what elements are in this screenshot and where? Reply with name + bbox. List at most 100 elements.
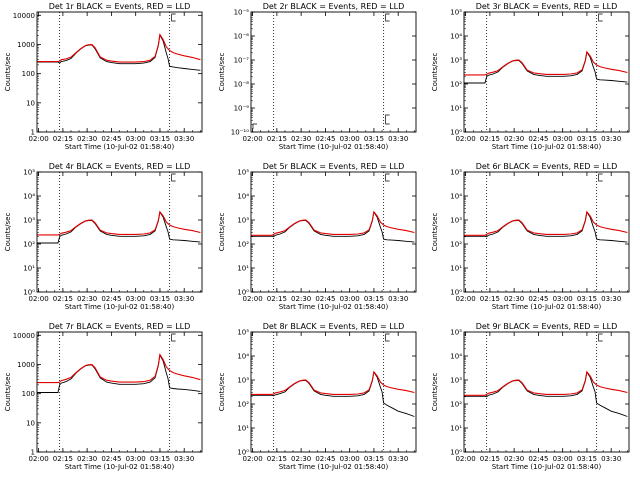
bracket-marker <box>171 333 176 342</box>
plot-frame <box>463 171 630 293</box>
x-axis-label: Start Time (10-Jul-02 01:58:40) <box>65 303 175 311</box>
y-tick-label: 10⁴ <box>450 353 462 361</box>
y-tick-label: 10⁰ <box>450 449 462 457</box>
y-tick-label: 10⁰ <box>237 289 249 297</box>
chart-title: Det 9r BLACK = Events, RED = LLD <box>476 322 618 331</box>
y-tick-label: 10⁻¹⁰ <box>231 129 249 137</box>
x-tick-label: 03:15 <box>364 455 384 463</box>
x-tick-label: 03:30 <box>388 135 408 143</box>
events-series-line <box>37 211 201 244</box>
chart-panel: Det 6r BLACK = Events, RED = LLD 02:00 02:… <box>431 162 630 311</box>
x-tick-label: 03:00 <box>126 135 146 143</box>
x-axis-label: Start Time (10-Jul-02 01:58:40) <box>492 303 602 311</box>
y-tick-label: 10¹ <box>450 105 462 113</box>
chart-title: Det 1r BLACK = Events, RED = LLD <box>49 2 191 11</box>
events-series-line <box>37 33 201 71</box>
x-tick-label: 02:45 <box>315 295 335 303</box>
bracket-marker <box>598 333 603 342</box>
x-tick-label: 02:15 <box>267 455 287 463</box>
lld-series-line <box>464 210 628 236</box>
y-tick-label: 10 <box>26 99 35 107</box>
x-tick-label: 03:30 <box>174 295 194 303</box>
x-tick-label: 03:30 <box>174 455 194 463</box>
y-tick-label: 10⁻⁵ <box>234 9 250 17</box>
chart-panel: Det 1r BLACK = Events, RED = LLD 02:00 02:… <box>4 2 203 151</box>
y-tick-label: 10⁴ <box>23 193 35 201</box>
x-tick-label: 03:30 <box>601 455 621 463</box>
y-tick-label: 10³ <box>237 217 249 225</box>
x-tick-label: 03:15 <box>150 455 170 463</box>
x-tick-label: 02:30 <box>291 455 311 463</box>
x-tick-label: 03:00 <box>553 455 573 463</box>
x-tick-label: 03:15 <box>577 135 597 143</box>
y-tick-label: 1 <box>31 129 35 137</box>
y-tick-label: 10² <box>450 241 462 249</box>
x-tick-label: 02:15 <box>480 135 500 143</box>
x-tick-label: 02:45 <box>528 455 548 463</box>
x-tick-label: 02:45 <box>101 295 121 303</box>
y-tick-label: 10⁵ <box>23 169 35 177</box>
y-axis-label: Counts/sec <box>431 53 439 92</box>
x-axis-label: Start Time (10-Jul-02 01:58:40) <box>65 143 175 151</box>
x-tick-label: 02:30 <box>77 295 97 303</box>
x-tick-label: 02:30 <box>504 455 524 463</box>
x-tick-label: 03:15 <box>577 455 597 463</box>
x-tick-label: 03:15 <box>364 135 384 143</box>
x-tick-label: 02:45 <box>315 455 335 463</box>
y-tick-label: 10⁵ <box>450 9 462 17</box>
x-tick-label: 02:00 <box>243 455 263 463</box>
lld-series-line <box>464 50 628 76</box>
bracket-marker <box>385 13 390 22</box>
y-tick-label: 10² <box>237 241 249 249</box>
x-tick-label: 02:30 <box>291 135 311 143</box>
bracket-marker <box>385 333 390 342</box>
x-tick-label: 02:30 <box>504 135 524 143</box>
y-tick-label: 100 <box>22 390 35 398</box>
y-tick-label: 100 <box>22 70 35 78</box>
x-tick-label: 03:00 <box>126 455 146 463</box>
y-tick-label: 10² <box>23 241 35 249</box>
y-tick-label: 10⁻⁹ <box>234 105 250 113</box>
events-series-line <box>251 371 415 417</box>
chart-title: Det 2r BLACK = Events, RED = LLD <box>263 2 405 11</box>
plot-frame <box>250 171 417 293</box>
y-tick-label: 10² <box>450 401 462 409</box>
y-tick-label: 10⁵ <box>237 329 249 337</box>
lld-series-line <box>251 370 415 395</box>
bracket-marker <box>171 173 176 182</box>
x-axis-label: Start Time (10-Jul-02 01:58:40) <box>492 463 602 471</box>
chart-title: Det 8r BLACK = Events, RED = LLD <box>263 322 405 331</box>
x-tick-label: 03:30 <box>388 455 408 463</box>
x-tick-label: 03:00 <box>340 295 360 303</box>
x-tick-label: 03:30 <box>174 135 194 143</box>
y-tick-label: 1000 <box>17 361 35 369</box>
plot-frame <box>250 331 417 453</box>
x-tick-label: 02:15 <box>267 135 287 143</box>
lld-series-line <box>37 32 201 63</box>
chart-panel: Det 7r BLACK = Events, RED = LLD 02:00 02:… <box>4 322 203 471</box>
x-tick-label: 03:15 <box>364 295 384 303</box>
y-tick-label: 1 <box>31 449 35 457</box>
chart-title: Det 5r BLACK = Events, RED = LLD <box>263 162 405 171</box>
plot-frame <box>250 11 417 133</box>
x-tick-label: 03:00 <box>340 135 360 143</box>
y-axis-label: Counts/sec <box>431 373 439 412</box>
chart-title: Det 7r BLACK = Events, RED = LLD <box>49 322 191 331</box>
y-axis-label: Counts/sec <box>431 213 439 252</box>
x-tick-label: 03:30 <box>601 295 621 303</box>
chart-panel: Det 9r BLACK = Events, RED = LLD 02:00 02:… <box>431 322 630 471</box>
chart-panel: Det 5r BLACK = Events, RED = LLD 02:00 02:… <box>218 162 417 311</box>
x-tick-label: 02:00 <box>29 295 49 303</box>
x-tick-label: 02:00 <box>456 295 476 303</box>
bracket-marker <box>385 173 390 182</box>
x-tick-label: 03:30 <box>601 135 621 143</box>
y-tick-label: 10³ <box>450 217 462 225</box>
y-axis-label: Counts/sec <box>218 373 226 412</box>
y-tick-label: 10¹ <box>450 425 462 433</box>
y-tick-label: 10000 <box>13 332 35 340</box>
y-tick-label: 10⁻⁷ <box>234 57 250 65</box>
y-axis-label: Counts/sec <box>4 213 12 252</box>
x-tick-label: 02:45 <box>101 135 121 143</box>
y-tick-label: 10² <box>237 401 249 409</box>
